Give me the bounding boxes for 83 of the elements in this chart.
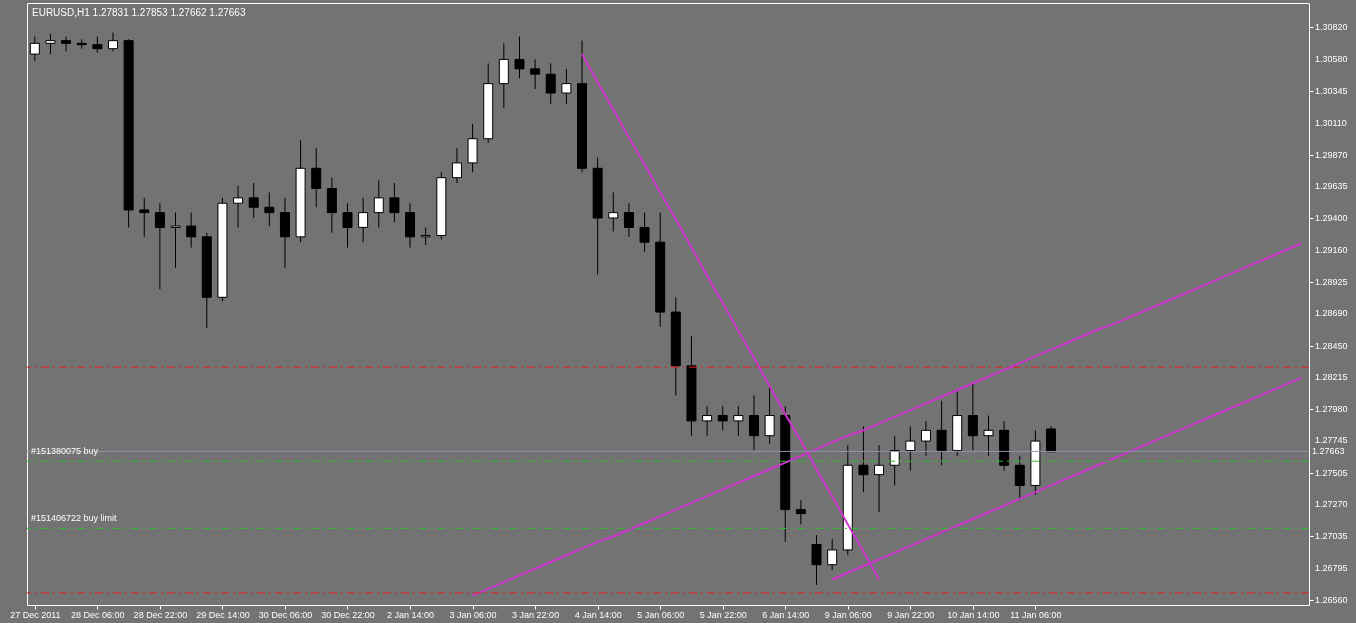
y-tick-label: 1.27980 (1315, 403, 1348, 414)
x-tick-label: 6 Jan 14:00 (762, 609, 810, 620)
x-tick-label: 3 Jan 06:00 (449, 609, 497, 620)
candlestick (389, 182, 400, 223)
y-tick-label: 1.29400 (1315, 213, 1348, 223)
x-tick-label: 11 Jan 06:00 (1010, 609, 1062, 620)
y-tick-label: 1.30345 (1315, 86, 1348, 97)
y-tick-label: 1.28925 (1315, 276, 1348, 287)
y-tick-label: 1.27505 (1315, 467, 1348, 478)
y-tick-label: 1.30110 (1315, 117, 1347, 128)
candlestick (248, 182, 259, 219)
candlestick (545, 62, 556, 105)
candlestick (186, 212, 197, 249)
y-tick-label: 1.29635 (1315, 181, 1348, 192)
candlestick (827, 538, 838, 571)
candlestick (451, 147, 462, 184)
ref-line-label: #151406722 buy limit (31, 513, 118, 524)
candlestick (139, 197, 150, 238)
y-tick-label: 1.27035 (1315, 530, 1348, 541)
x-tick-label: 27 Dec 2011 (10, 609, 61, 620)
y-tick-label: 1.29870 (1315, 149, 1348, 160)
candlestick (45, 33, 56, 55)
y-tick-label: 1.30580 (1315, 54, 1348, 65)
candlestick (623, 202, 634, 238)
x-tick-label: 2 Jan 14:00 (387, 609, 435, 620)
y-tick-label: 1.28690 (1315, 308, 1348, 319)
y-tick-label: 1.29160 (1315, 245, 1348, 256)
x-tick-label: 30 Dec 06:00 (258, 609, 313, 620)
candlestick (61, 36, 72, 52)
candlestick (154, 202, 165, 290)
candlestick (733, 405, 744, 437)
ref-line-label: 1.27663 (1312, 446, 1345, 457)
y-tick-label: 1.27745 (1315, 435, 1348, 446)
candlestick (107, 32, 118, 52)
y-tick-label: 1.28450 (1315, 340, 1348, 351)
candlestick (311, 147, 322, 208)
candlestick (170, 212, 181, 269)
x-tick-label: 28 Dec 06:00 (71, 609, 125, 620)
candlestick (420, 226, 431, 246)
candlestick (358, 197, 369, 243)
candlestick (889, 435, 900, 486)
y-tick-label: 1.30820 (1315, 22, 1348, 33)
candlestick (748, 394, 759, 451)
candlestick (29, 36, 40, 62)
candlestick (373, 179, 384, 228)
candlestick (874, 444, 885, 513)
x-tick-label: 30 Dec 22:00 (321, 609, 375, 620)
candlestick (983, 415, 994, 457)
candlestick (264, 191, 275, 227)
y-tick-label: 1.27270 (1315, 499, 1348, 510)
candlestick (764, 385, 775, 445)
y-tick-label: 1.28215 (1315, 372, 1348, 383)
candlestick (1046, 425, 1057, 453)
candlestick (967, 382, 978, 451)
candlestick (233, 185, 244, 228)
candlestick (608, 191, 619, 232)
candlestick (795, 499, 806, 525)
chart-title: EURUSD,H1 1.27831 1.27853 1.27662 1.27663 (32, 7, 246, 18)
candlestick (342, 202, 353, 249)
x-tick-label: 29 Dec 14:00 (196, 609, 250, 620)
y-tick-label: 1.26795 (1315, 563, 1348, 574)
candlestick (1014, 455, 1025, 501)
x-tick-label: 5 Jan 22:00 (699, 609, 747, 620)
y-tick-label: 1.26560 (1315, 594, 1348, 605)
x-tick-label: 9 Jan 06:00 (824, 609, 872, 620)
candlestick (905, 425, 916, 472)
candlestick (717, 405, 728, 431)
x-tick-label: 9 Jan 22:00 (887, 609, 935, 620)
x-tick-label: 28 Dec 22:00 (133, 609, 188, 620)
candlestick (639, 212, 650, 253)
ref-line-label: #151380075 buy (31, 446, 99, 457)
candlestick (702, 405, 713, 437)
candlestick (561, 68, 572, 105)
x-tick-label: 3 Jan 22:00 (512, 609, 560, 620)
candlestick (530, 58, 541, 90)
candlestick (514, 36, 525, 79)
candlestick (920, 420, 931, 457)
x-tick-label: 5 Jan 06:00 (637, 609, 685, 620)
candlestick (936, 400, 947, 466)
x-tick-label: 10 Jan 14:00 (947, 609, 1000, 620)
x-tick-label: 4 Jan 14:00 (574, 609, 622, 620)
candlestick (811, 534, 822, 586)
candlestick (858, 425, 869, 493)
